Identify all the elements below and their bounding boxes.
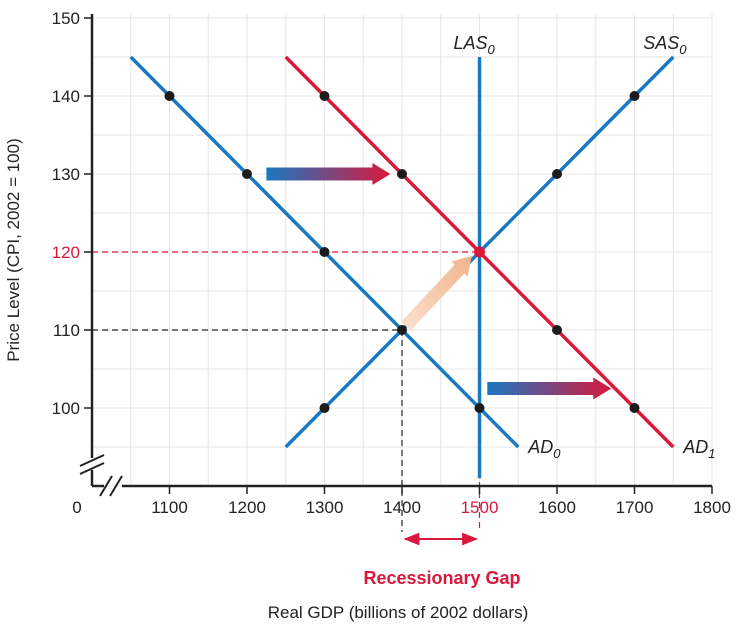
ad-shift-arrow-1 — [487, 377, 612, 400]
y-axis-title: Price Level (CPI, 2002 = 100) — [4, 138, 23, 361]
x-tick-label: 1100 — [151, 498, 188, 517]
x-tick-label: 1600 — [538, 498, 576, 517]
x-tick-label: 1800 — [693, 498, 731, 517]
equilibrium-point — [474, 246, 485, 258]
curve-label-ad0: AD0 — [527, 437, 561, 461]
y-axis-break-mark — [79, 454, 105, 467]
x-tick-label: 1700 — [616, 498, 654, 517]
y-tick-label: 140 — [52, 87, 80, 106]
x-tick-label: 1300 — [306, 498, 344, 517]
data-point — [629, 91, 640, 101]
ad-shift-arrow-0 — [266, 163, 391, 185]
x-tick-label: 1500 — [461, 498, 499, 517]
data-points — [164, 91, 640, 413]
curve-label-las0: LAS0 — [454, 33, 496, 57]
data-point — [397, 325, 407, 335]
y-tick-label: 110 — [53, 321, 80, 340]
x-tick-label: 1400 — [383, 498, 421, 517]
x-axis-break-mark — [109, 475, 123, 497]
curve-label-ad1: AD1 — [682, 437, 715, 461]
data-point — [319, 91, 330, 101]
y-tick-label: 100 — [52, 399, 80, 418]
y-tick-label: 150 — [52, 9, 80, 28]
data-point — [319, 403, 330, 413]
x-axis-break-mark — [99, 475, 113, 497]
y-axis-break-mark — [79, 462, 105, 475]
data-point — [629, 403, 640, 413]
data-point — [319, 247, 330, 257]
data-point — [552, 325, 562, 335]
y-tick-label: 130 — [52, 165, 80, 184]
x-tick-label: 1200 — [228, 498, 266, 517]
x-axis-title: Real GDP (billions of 2002 dollars) — [268, 603, 528, 622]
labels: 100 110 120 130 140 150 1100 1200 1300 1400 1500 16… — [52, 9, 731, 546]
data-point — [552, 169, 562, 179]
recessionary-gap-label: Recessionary Gap — [363, 568, 520, 588]
shift-arrows — [266, 163, 612, 400]
data-point — [474, 403, 485, 413]
origin-label: 0 — [72, 498, 81, 517]
movement-arrow — [401, 255, 472, 331]
curve-label-sas0: SAS0 — [643, 33, 687, 57]
y-tick-label: 120 — [52, 243, 80, 262]
data-point — [242, 169, 252, 179]
axes — [79, 14, 713, 497]
data-point — [164, 91, 175, 101]
data-point — [397, 169, 407, 179]
